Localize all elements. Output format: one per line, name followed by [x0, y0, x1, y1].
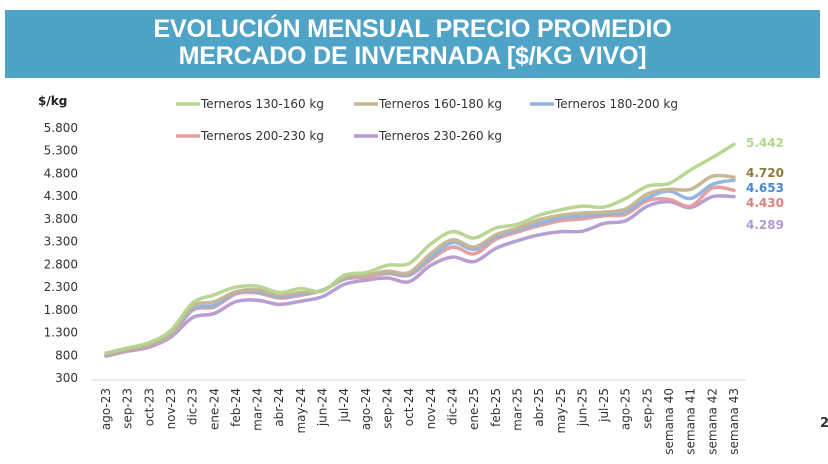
y-tick-label: 2.800 [44, 257, 78, 271]
legend-label: Terneros 160-180 kg [378, 97, 502, 111]
x-tick-label: jul-25 [597, 388, 611, 423]
x-tick-label: abr-25 [532, 388, 546, 427]
legend-label: Terneros 200-230 kg [200, 129, 324, 143]
x-tick-label: may-25 [554, 388, 568, 434]
y-tick-label: 3.800 [44, 212, 78, 226]
x-tick-label: feb-24 [229, 388, 243, 427]
chart-title-band: EVOLUCIÓN MENSUAL PRECIO PROMEDIO MERCAD… [5, 10, 820, 78]
y-tick-label: 800 [55, 348, 78, 362]
x-tick-label: mar-24 [251, 388, 265, 431]
x-tick-label: may-24 [294, 388, 308, 434]
series-line-terneros-130-160-kg [104, 142, 736, 355]
y-tick-label: 5.800 [44, 121, 78, 135]
y-tick-label: 4.800 [44, 166, 78, 180]
x-tick-label: nov-24 [424, 388, 438, 429]
legend-label: Terneros 180-200 kg [554, 97, 678, 111]
x-tick-label: mar-25 [510, 388, 524, 431]
x-tick-label: ene-25 [467, 388, 481, 430]
x-tick-label: semana 42 [705, 388, 719, 455]
x-tick-label: dic-24 [445, 388, 459, 425]
end-value-label: 4.653 [746, 181, 784, 195]
end-value-label: 4.720 [746, 166, 784, 180]
series-line-terneros-180-200-kg [104, 178, 736, 357]
legend-label: Terneros 130-160 kg [200, 97, 324, 111]
x-tick-label: ene-24 [207, 388, 221, 430]
y-axis-label: $/kg [38, 94, 67, 108]
chart-title-line2: MERCADO DE INVERNADA [$/KG VIVO] [178, 42, 647, 70]
y-axis-ticks: 300 800 1.300 1.800 2.300 2.800 3.300 3.800 4.30… [44, 121, 78, 385]
series-line-terneros-160-180-kg [104, 173, 736, 356]
y-tick-label: 5.300 [44, 144, 78, 158]
x-tick-label: nov-23 [164, 388, 178, 429]
legend: Terneros 130-160 kg Terneros 160-180 kg Te… [176, 97, 678, 143]
y-tick-label: 3.300 [44, 235, 78, 249]
x-tick-label: sep-24 [381, 388, 395, 429]
x-tick-label: semana 40 [662, 388, 676, 455]
x-tick-label: ago-23 [99, 388, 113, 430]
series-line-terneros-230-260-kg [104, 194, 736, 358]
y-tick-label: 1.800 [44, 303, 78, 317]
x-tick-label: jun-24 [316, 388, 330, 427]
y-tick-label: 1.300 [44, 326, 78, 340]
end-value-label: 4.430 [746, 196, 784, 210]
series-lines [104, 142, 736, 358]
x-tick-label: sep-23 [121, 388, 135, 429]
end-value-label: 4.289 [746, 218, 784, 232]
x-tick-label: oct-24 [402, 388, 416, 426]
x-tick-label: abr-24 [272, 388, 286, 427]
x-tick-label: semana 43 [727, 388, 741, 455]
x-tick-label: jul-24 [337, 388, 351, 423]
x-tick-label: dic-23 [186, 388, 200, 425]
page-number: 2 [820, 416, 828, 431]
y-tick-label: 2.300 [44, 280, 78, 294]
x-tick-label: feb-25 [489, 388, 503, 427]
x-tick-label: ago-25 [619, 388, 633, 430]
x-tick-label: jun-25 [575, 388, 589, 427]
y-tick-label: 300 [55, 371, 78, 385]
x-tick-label: oct-23 [142, 388, 156, 426]
x-tick-label: sep-25 [640, 388, 654, 429]
x-tick-label: ago-24 [359, 388, 373, 430]
end-value-label: 5.442 [746, 136, 784, 150]
x-axis-ticks: ago-23 sep-23 oct-23 nov-23 dic-23 ene-24 feb-… [99, 388, 741, 455]
legend-label: Terneros 230-260 kg [378, 129, 502, 143]
y-tick-label: 4.300 [44, 189, 78, 203]
x-tick-label: semana 41 [684, 388, 698, 455]
chart-title-line1: EVOLUCIÓN MENSUAL PRECIO PROMEDIO [153, 15, 672, 43]
